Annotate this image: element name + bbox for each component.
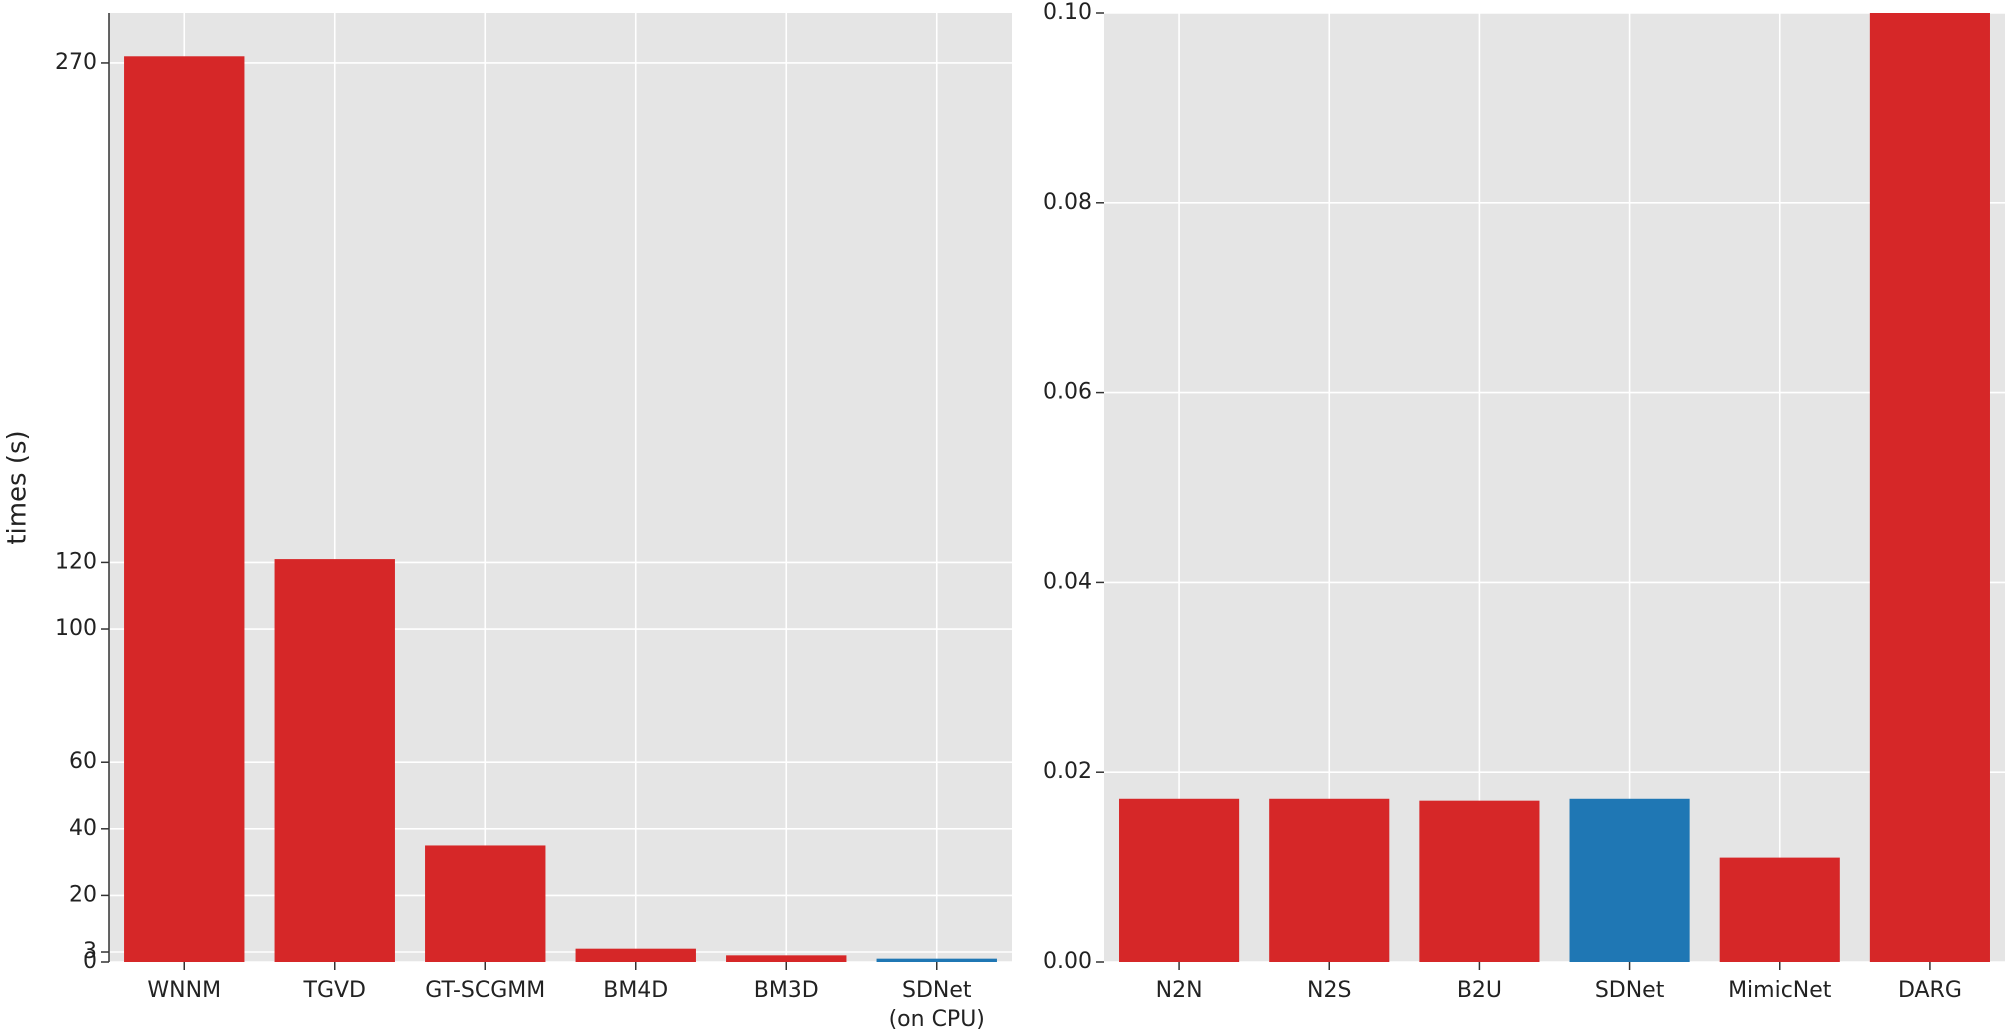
- bar: [575, 948, 696, 962]
- y-tick-label: 20: [69, 882, 97, 907]
- x-tick-label: BM4D: [603, 978, 668, 1003]
- x-tick-label: GT-SCGMM: [425, 978, 545, 1003]
- bar: [1719, 857, 1840, 962]
- y-tick-label: 100: [55, 616, 97, 641]
- y-tick-label: 0.06: [1043, 380, 1092, 405]
- y-axis-label: times (s): [3, 430, 33, 544]
- bar: [726, 955, 847, 962]
- y-tick-label: 270: [55, 50, 97, 75]
- bar: [124, 56, 245, 962]
- y-tick-label: 3: [83, 939, 97, 964]
- bar: [1269, 798, 1390, 962]
- bar: [1569, 798, 1690, 962]
- y-tick-label: 0: [83, 949, 97, 974]
- bar: [425, 845, 546, 962]
- x-tick-label: MimicNet: [1728, 978, 1832, 1003]
- y-tick-label: 0.04: [1043, 569, 1092, 594]
- y-tick-label: 0.10: [1043, 0, 1092, 25]
- x-tick-label: N2N: [1156, 978, 1203, 1003]
- x-tick-label: WNNM: [147, 978, 221, 1003]
- y-tick-label: 60: [69, 749, 97, 774]
- y-tick-label: 40: [69, 816, 97, 841]
- plot-background: [1104, 13, 2005, 962]
- x-tick-label: B2U: [1457, 978, 1502, 1003]
- bar: [876, 958, 997, 962]
- x-tick-label: SDNet: [1595, 978, 1665, 1003]
- y-tick-label: 0.00: [1043, 949, 1092, 974]
- x-tick-label: DARG: [1898, 978, 1962, 1003]
- bar: [1119, 798, 1240, 962]
- bar: [1419, 800, 1540, 962]
- x-tick-label: N2S: [1307, 978, 1351, 1003]
- x-tick-label: TGVD: [303, 978, 366, 1003]
- bar: [1869, 13, 1990, 962]
- y-tick-label: 120: [55, 549, 97, 574]
- y-tick-label: 0.08: [1043, 190, 1092, 215]
- plot-background: [109, 13, 1012, 962]
- y-tick-label: 0.02: [1043, 759, 1092, 784]
- x-tick-label: SDNet (on CPU): [889, 978, 985, 1030]
- bar: [274, 559, 395, 962]
- x-tick-label: BM3D: [754, 978, 819, 1003]
